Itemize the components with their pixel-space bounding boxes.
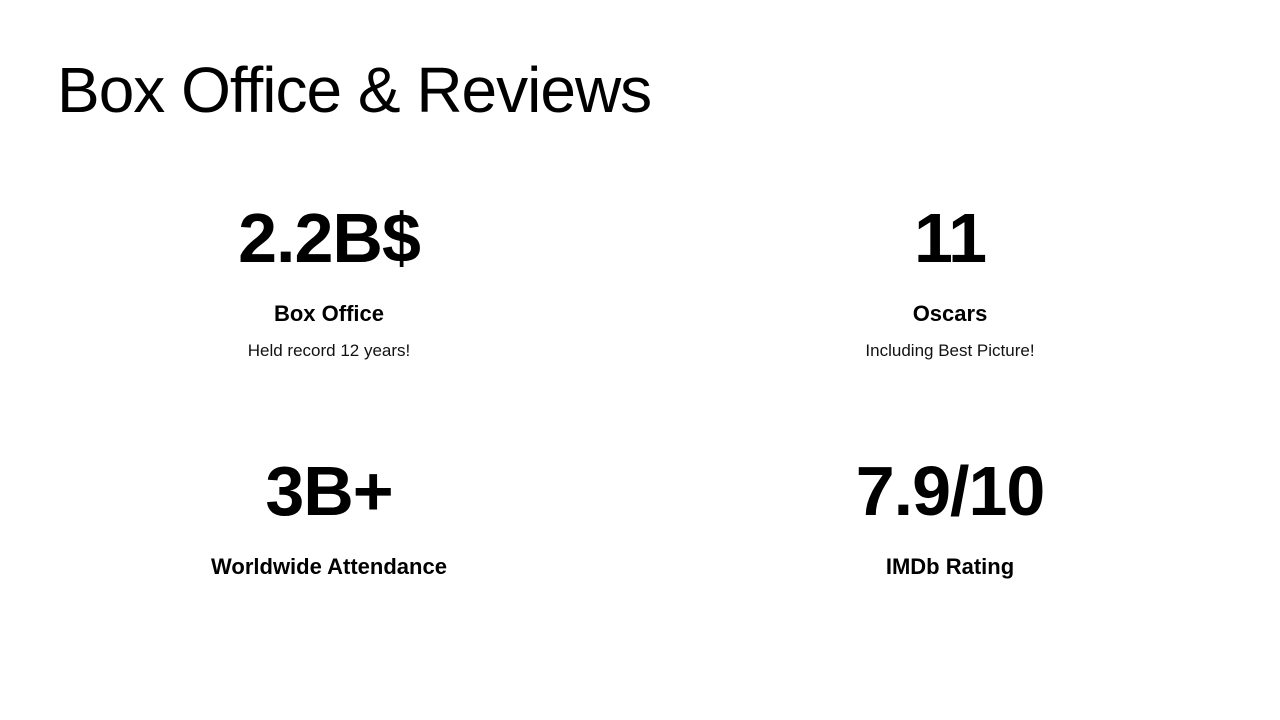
stat-value: 2.2B$ (238, 199, 421, 277)
stat-value: 3B+ (265, 452, 393, 530)
stat-oscars: 11 Oscars Including Best Picture! (670, 198, 1230, 362)
stat-label: IMDb Rating (885, 554, 1015, 579)
stat-worldwide-attendance: 3B+ Worldwide Attendance (49, 451, 609, 581)
stat-label: Oscars (912, 301, 988, 326)
stat-value: 7.9/10 (855, 452, 1046, 530)
stat-note: Held record 12 years! (247, 341, 411, 360)
stat-label: Worldwide Attendance (211, 554, 447, 579)
stat-imdb-rating: 7.9/10 IMDb Rating (670, 451, 1230, 581)
stat-label: Box Office (273, 301, 385, 326)
stat-value: 11 (914, 199, 987, 277)
slide-title: Box Office & Reviews (57, 54, 652, 126)
stat-box-office: 2.2B$ Box Office Held record 12 years! (49, 198, 609, 362)
stat-note: Including Best Picture! (865, 341, 1035, 360)
